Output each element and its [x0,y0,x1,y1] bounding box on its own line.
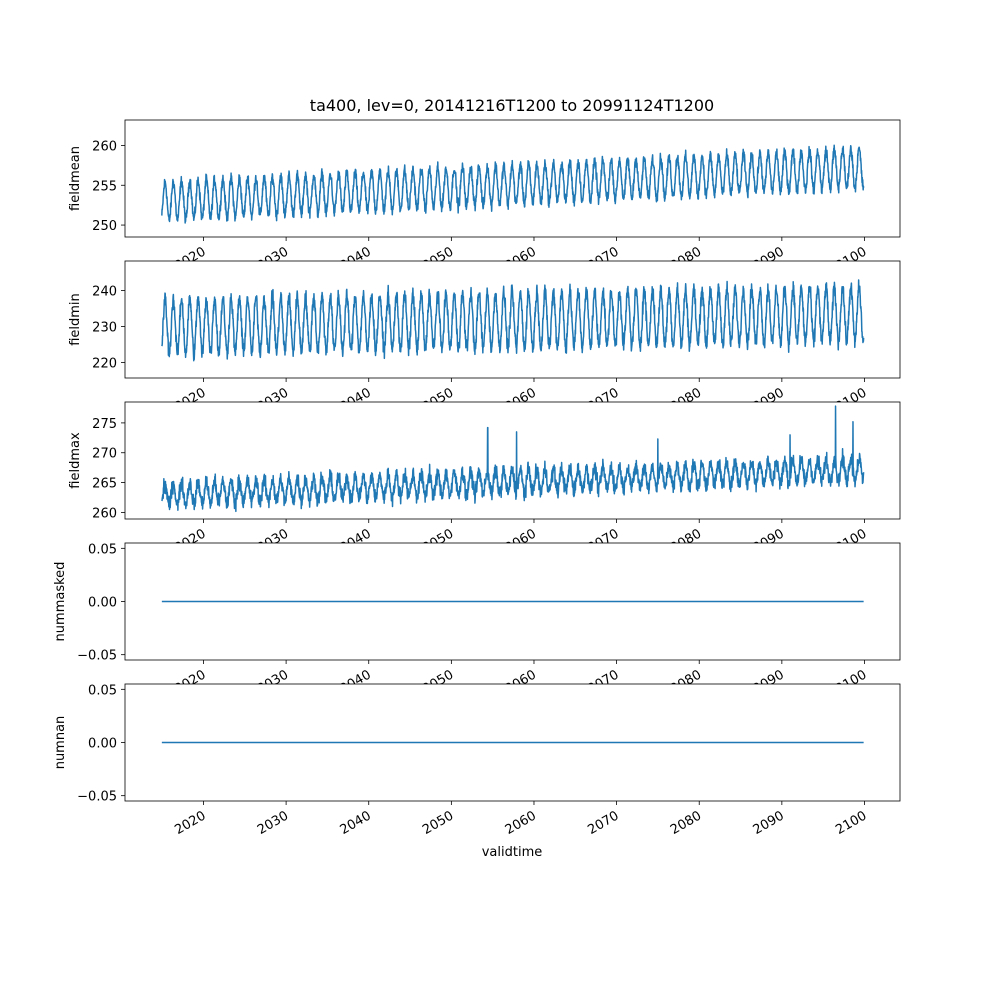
y-tick-label: 0.05 [88,542,117,557]
x-tick-label: 2070 [585,808,621,838]
y-tick-label: 260 [92,139,117,154]
x-tick-label: 2080 [668,808,704,838]
chart-title: ta400, lev=0, 20141216T1200 to 20991124T… [310,96,714,115]
x-tick-label: 2040 [338,808,374,838]
y-axis-label-fieldmean: fieldmean [68,146,83,211]
y-axis-label-fieldmin: fieldmin [68,293,83,346]
y-tick-label: 275 [92,417,117,432]
y-tick-label: 0.00 [88,596,117,611]
y-tick-label: −0.05 [77,649,117,664]
x-tick-label: 2050 [420,808,456,838]
y-tick-label: −0.05 [77,790,117,805]
x-tick-label: 2060 [503,808,539,838]
axes-frame [124,119,901,238]
y-axis-label-numnan: numnan [53,716,68,770]
x-axis-label: validtime [482,845,543,860]
y-tick-label: 220 [92,357,117,372]
y-tick-label: 270 [92,447,117,462]
subplots: 250 255 260 2020 2030 2040 2050 2060 2070 2080 209… [53,119,901,838]
y-tick-label: 230 [92,321,117,336]
y-tick-label: 240 [92,285,117,300]
x-tick-label: 2030 [255,808,291,838]
y-tick-label: 255 [92,179,117,194]
axes-frame [124,401,901,520]
y-tick-label: 0.00 [88,737,117,752]
series-line-fieldmax [161,405,865,513]
y-axis-label-nummasked: nummasked [53,562,68,642]
x-tick-label: 2100 [833,808,869,838]
y-axis-label-fieldmax: fieldmax [68,432,83,489]
axes-frame [124,260,901,379]
series-line-fieldmin [161,279,865,362]
x-tick-label: 2090 [751,808,787,838]
series-line-fieldmean [161,144,865,224]
x-tick-label: 2020 [172,808,208,838]
y-tick-label: 250 [92,219,117,234]
y-tick-label: 260 [92,506,117,521]
y-tick-label: 265 [92,477,117,492]
y-tick-label: 0.05 [88,683,117,698]
subplot-numnan: 0.05 0.00 −0.05 2020 2030 2040 2050 2060 2070 208… [53,683,901,838]
